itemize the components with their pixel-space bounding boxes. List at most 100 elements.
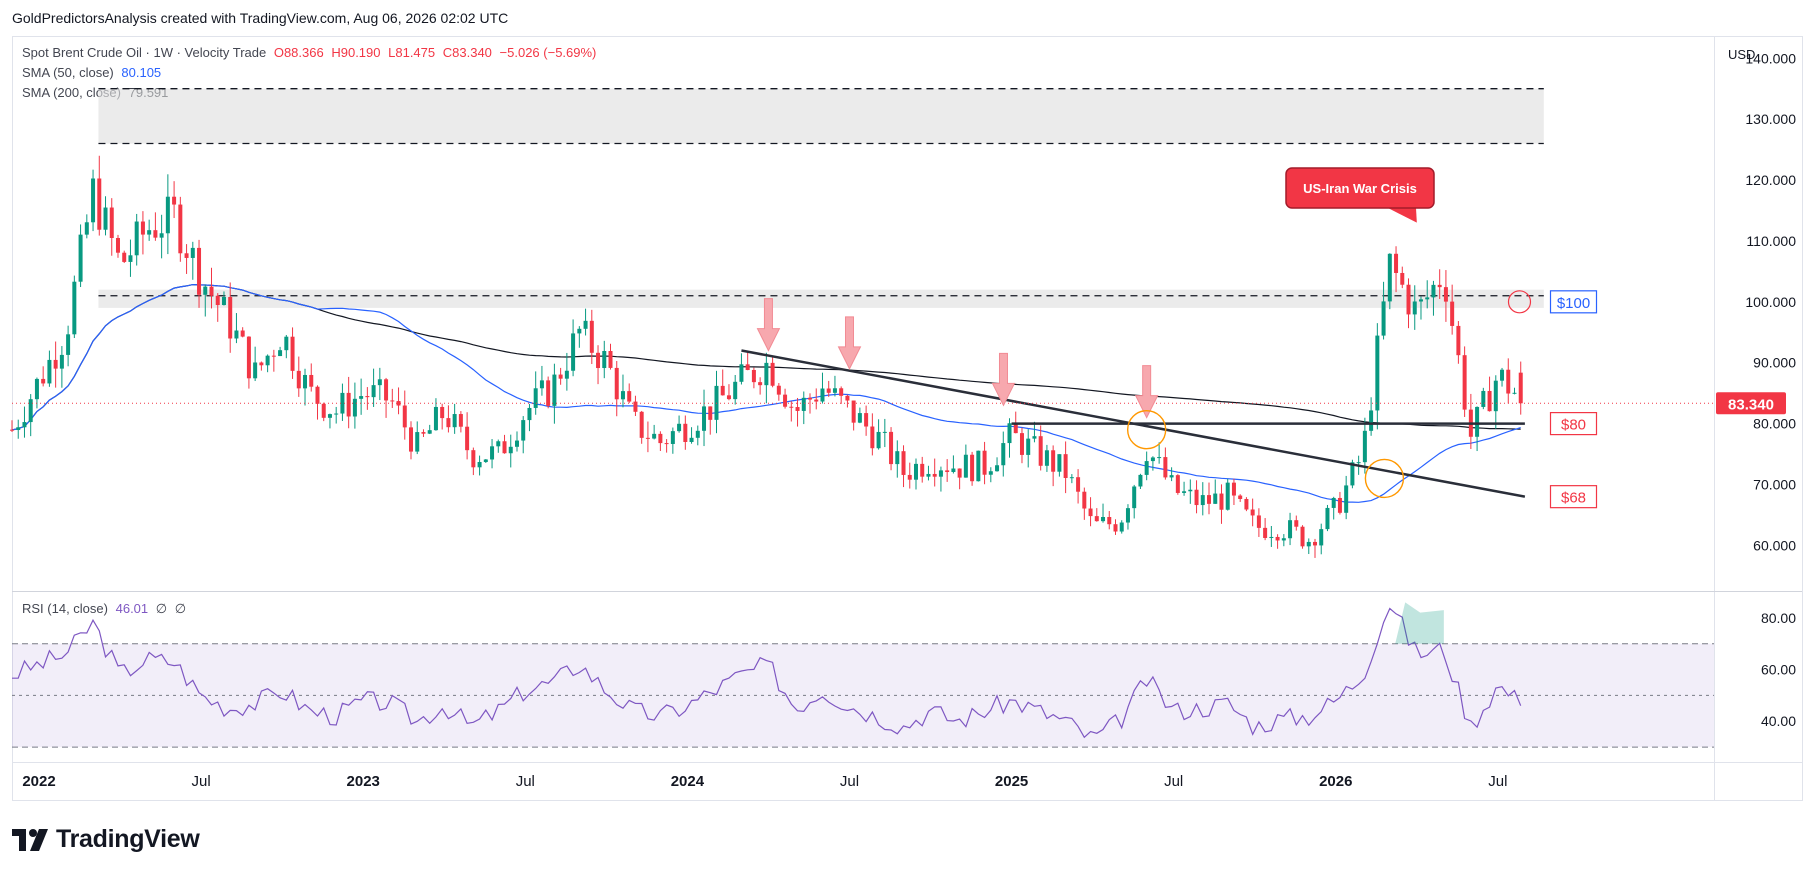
candle-body[interactable]	[726, 395, 731, 400]
candle-body[interactable]	[1325, 507, 1330, 530]
candle-body[interactable]	[514, 440, 519, 447]
candle-body[interactable]	[271, 355, 276, 357]
candle-body[interactable]	[421, 432, 426, 434]
candle-body[interactable]	[658, 433, 663, 444]
candle-body[interactable]	[1238, 495, 1243, 499]
candle-body[interactable]	[920, 463, 925, 477]
candle-body[interactable]	[1300, 526, 1305, 547]
candle-body[interactable]	[1194, 489, 1199, 506]
candle-body[interactable]	[172, 196, 177, 205]
candle-body[interactable]	[758, 382, 763, 386]
candle-body[interactable]	[957, 468, 962, 478]
candle-body[interactable]	[396, 401, 401, 406]
candle-body[interactable]	[627, 391, 632, 402]
candle-body[interactable]	[72, 281, 77, 335]
candle-body[interactable]	[365, 396, 370, 398]
candle-body[interactable]	[1063, 454, 1068, 478]
candle-body[interactable]	[296, 370, 301, 389]
candle-body[interactable]	[832, 388, 837, 393]
candle-body[interactable]	[377, 379, 382, 386]
candle-body[interactable]	[645, 437, 650, 439]
candle-body[interactable]	[1362, 430, 1367, 463]
candle-body[interactable]	[1450, 301, 1455, 326]
candle-body[interactable]	[826, 388, 831, 393]
candle-body[interactable]	[907, 474, 912, 480]
candle-body[interactable]	[1381, 301, 1386, 336]
candle-body[interactable]	[228, 296, 233, 339]
candle-body[interactable]	[47, 359, 52, 384]
candle-body[interactable]	[851, 400, 856, 423]
candle-body[interactable]	[751, 369, 756, 383]
candle-body[interactable]	[1319, 529, 1324, 546]
candle-body[interactable]	[1493, 380, 1498, 412]
candle-body[interactable]	[552, 374, 557, 406]
candle-body[interactable]	[982, 450, 987, 475]
candle-body[interactable]	[733, 381, 738, 400]
candle-body[interactable]	[1281, 538, 1286, 541]
candle-body[interactable]	[1044, 450, 1049, 466]
candle-body[interactable]	[84, 222, 89, 235]
rsi-line[interactable]	[12, 607, 1522, 739]
candle-body[interactable]	[28, 399, 33, 423]
candle-body[interactable]	[471, 450, 476, 468]
candle-body[interactable]	[221, 296, 226, 306]
candle-body[interactable]	[309, 374, 314, 387]
candle-body[interactable]	[122, 252, 127, 262]
candle-body[interactable]	[290, 336, 295, 371]
candle-body[interactable]	[845, 395, 850, 401]
candle-body[interactable]	[1275, 536, 1280, 541]
candle-body[interactable]	[197, 247, 202, 295]
candle-body[interactable]	[409, 427, 414, 452]
candle-body[interactable]	[1475, 406, 1480, 437]
candle-body[interactable]	[870, 426, 875, 449]
candle-body[interactable]	[1107, 517, 1112, 525]
candle-body[interactable]	[602, 351, 607, 369]
candle-body[interactable]	[390, 400, 395, 402]
candle-body[interactable]	[259, 362, 264, 366]
candle-body[interactable]	[1138, 474, 1143, 487]
candle-body[interactable]	[1256, 515, 1261, 528]
rsi-legend[interactable]: RSI (14, close) 46.01 ∅ ∅	[22, 601, 190, 617]
candle-body[interactable]	[776, 385, 781, 395]
candle-body[interactable]	[745, 364, 750, 370]
candle-body[interactable]	[1344, 485, 1349, 513]
candle-body[interactable]	[596, 352, 601, 369]
candle-body[interactable]	[1082, 491, 1087, 509]
candle-body[interactable]	[1032, 436, 1037, 439]
candle-body[interactable]	[795, 407, 800, 411]
crisis-callout[interactable]	[1285, 167, 1435, 209]
candle-body[interactable]	[546, 380, 551, 406]
candle-body[interactable]	[303, 374, 308, 389]
candle-body[interactable]	[901, 451, 906, 475]
candle-body[interactable]	[1288, 520, 1293, 539]
candle-body[interactable]	[490, 446, 495, 460]
sma50-legend[interactable]: SMA (50, close) 80.105	[22, 65, 165, 80]
candle-body[interactable]	[203, 286, 208, 295]
candle-body[interactable]	[458, 414, 463, 427]
candle-body[interactable]	[951, 468, 956, 473]
candle-body[interactable]	[465, 426, 470, 451]
candle-body[interactable]	[384, 379, 389, 401]
candle-body[interactable]	[1437, 284, 1442, 288]
candle-body[interactable]	[689, 437, 694, 443]
candle-body[interactable]	[440, 406, 445, 419]
candle-body[interactable]	[1375, 335, 1380, 411]
candle-body[interactable]	[1182, 491, 1187, 493]
candle-body[interactable]	[670, 431, 675, 444]
candle-body[interactable]	[415, 432, 420, 452]
candle-body[interactable]	[995, 465, 1000, 472]
candle-body[interactable]	[882, 431, 887, 433]
candle-body[interactable]	[346, 392, 351, 417]
candle-body[interactable]	[1231, 482, 1236, 496]
candle-body[interactable]	[1200, 495, 1205, 506]
candle-body[interactable]	[427, 430, 432, 434]
candle-body[interactable]	[321, 403, 326, 418]
candle-body[interactable]	[178, 204, 183, 254]
sma50-line[interactable]	[11, 283, 1521, 503]
candle-body[interactable]	[1400, 272, 1405, 285]
candle-body[interactable]	[284, 336, 289, 351]
candle-body[interactable]	[889, 431, 894, 465]
candle-body[interactable]	[59, 354, 64, 369]
candle-body[interactable]	[739, 364, 744, 382]
candle-body[interactable]	[1269, 536, 1274, 538]
